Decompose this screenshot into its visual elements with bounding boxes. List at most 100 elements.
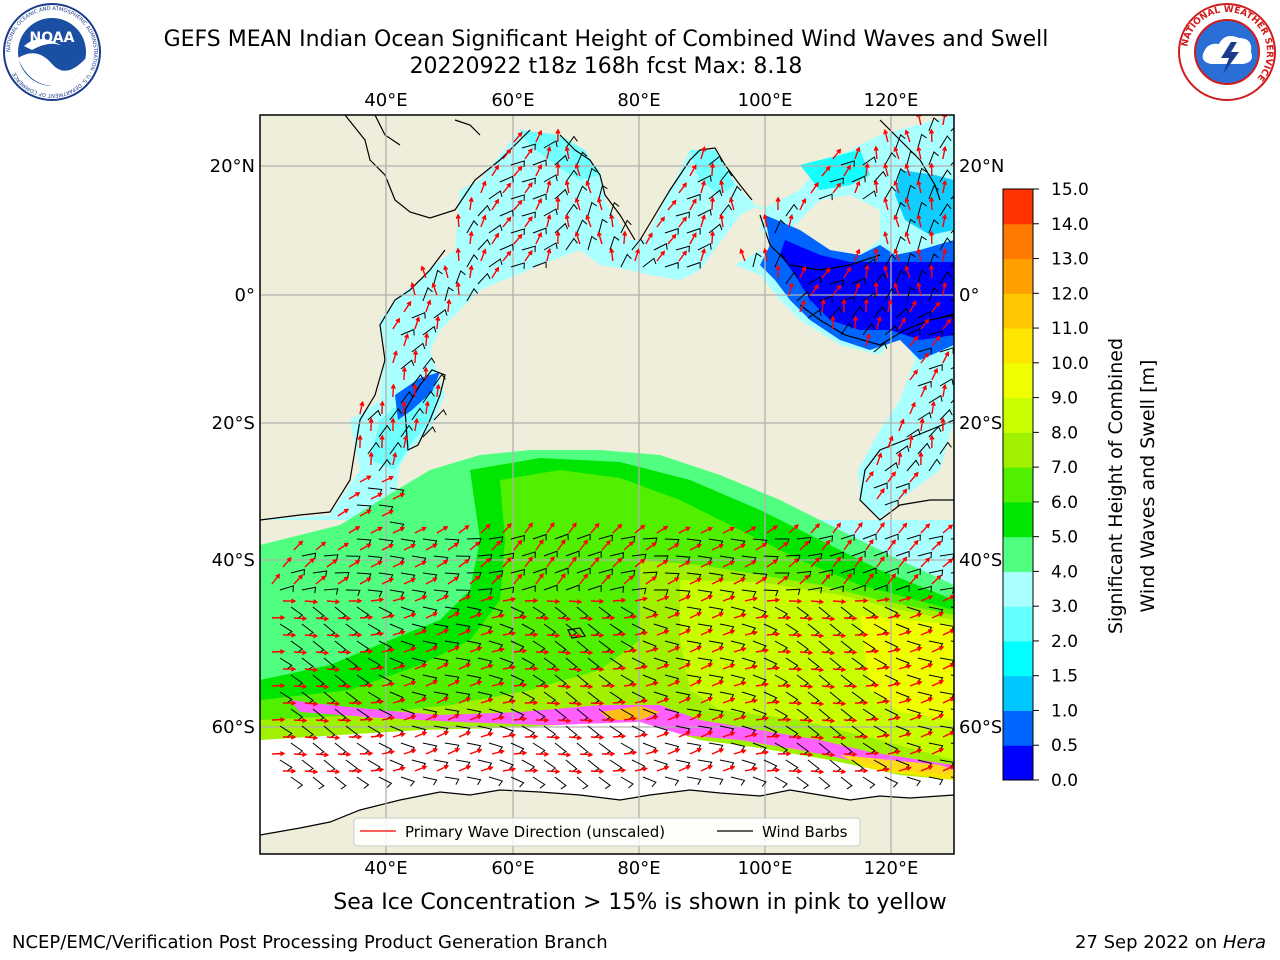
wind-barb [939, 409, 953, 421]
wave-direction-arrow [425, 612, 439, 619]
wave-direction-arrow [447, 646, 461, 653]
wave-direction-arrow [634, 630, 649, 636]
wave-direction-arrow [480, 595, 494, 602]
wind-barb [785, 588, 801, 596]
wind-barb [708, 223, 723, 234]
wave-direction-arrow [480, 214, 487, 228]
wave-direction-arrows [271, 115, 954, 775]
wave-direction-arrow [623, 575, 635, 585]
wind-barb [774, 742, 788, 755]
wave-direction-arrow [436, 765, 450, 772]
wave-direction-arrow [612, 699, 627, 705]
wave-direction-arrow [513, 131, 523, 143]
colorbar-tick-label: 8.0 [1051, 423, 1078, 443]
wave-direction-arrow [546, 735, 561, 741]
colorbar-tick-label: 5.0 [1051, 528, 1078, 548]
lat-label: 60°S [212, 717, 255, 738]
wave-direction-arrow [535, 197, 542, 211]
wave-direction-arrow [590, 666, 605, 672]
wind-barb [829, 551, 844, 559]
wave-direction-arrow [271, 573, 281, 585]
wave-direction-arrow [413, 417, 419, 432]
wind-barb [554, 154, 569, 166]
wave-direction-arrow [282, 700, 297, 706]
wind-barb [939, 378, 954, 387]
wave-direction-arrow [887, 681, 902, 687]
wave-direction-arrow [403, 748, 417, 755]
wave-direction-arrow [883, 264, 889, 279]
wave-direction-arrow [293, 717, 308, 724]
wind-barb [477, 272, 491, 285]
wave-direction-arrow [656, 250, 666, 262]
colorbar-tick-label: 13.0 [1051, 250, 1089, 270]
wind-barb [697, 208, 712, 217]
wave-direction-arrow [436, 731, 450, 738]
wind-barb [433, 269, 443, 285]
wave-direction-arrow [777, 615, 792, 621]
wave-direction-arrow [612, 767, 627, 773]
wind-barb [488, 258, 503, 268]
wave-direction-arrow [931, 680, 945, 687]
wind-barb [543, 657, 557, 671]
wave-direction-arrow [502, 556, 512, 568]
wave-direction-arrow [832, 599, 847, 605]
wave-direction-arrow [909, 714, 923, 721]
wind-barb [554, 188, 569, 200]
lat-label: 0° [959, 285, 979, 306]
wave-direction-arrow [568, 735, 583, 741]
wave-direction-arrow [722, 629, 736, 636]
wind-barb [400, 359, 415, 370]
wave-direction-arrow [458, 525, 470, 534]
wind-barb [917, 380, 932, 388]
wave-direction-arrow [904, 265, 911, 279]
wind-barb [851, 175, 866, 183]
bottom-lon-labels: 40°E 60°E 80°E 100°E 120°E [364, 858, 918, 879]
wave-direction-arrow [920, 731, 934, 738]
wind-barb [785, 554, 801, 562]
colorbar-label-line2: Wind Waves and Swell [m] [1137, 360, 1159, 613]
wave-direction-arrow [609, 247, 615, 262]
wave-direction-arrow [689, 577, 703, 585]
wave-direction-arrow [623, 541, 635, 551]
wave-direction-arrow [788, 666, 803, 672]
wave-direction-arrow [799, 266, 807, 279]
wave-direction-arrow [326, 735, 341, 741]
wind-barb [686, 193, 701, 201]
wave-direction-arrow [612, 733, 627, 739]
wave-direction-arrow [788, 524, 800, 534]
map-area [260, 115, 954, 854]
colorbar-segment [1003, 467, 1033, 503]
wave-direction-arrow [918, 451, 924, 465]
wind-barb [532, 742, 546, 755]
wave-direction-arrow [898, 664, 912, 670]
wind-barb [884, 325, 899, 336]
wind-barb [917, 347, 932, 355]
wave-direction-arrow [480, 731, 494, 738]
wave-direction-arrow [766, 733, 781, 739]
wave-direction-arrow [601, 751, 616, 757]
wind-barb [389, 407, 403, 421]
wind-barb [928, 535, 944, 543]
wind-barb [411, 407, 424, 421]
wind-barb [279, 623, 293, 636]
wave-direction-arrow [271, 615, 286, 621]
wind-barb [752, 742, 767, 753]
wind-barb [862, 156, 877, 166]
wind-barb [928, 185, 939, 200]
wind-barb [378, 458, 392, 472]
wave-direction-arrow [920, 523, 931, 534]
noaa-logo: NOAA NATIONAL OCEANIC AND ATMOSPHERIC AD… [3, 3, 101, 101]
wave-direction-arrow [315, 575, 327, 585]
wave-direction-arrow [920, 352, 930, 364]
wave-direction-arrow [555, 196, 561, 211]
wave-direction-arrow [469, 680, 483, 687]
wave-direction-arrow [557, 572, 566, 585]
wave-direction-arrow [513, 614, 528, 620]
wave-direction-arrow [940, 417, 946, 432]
wave-direction-arrow [293, 574, 304, 585]
wave-direction-arrow [524, 632, 539, 638]
lat-label: 20°N [959, 156, 1004, 177]
wave-direction-arrow [799, 650, 814, 656]
wave-direction-arrow [359, 648, 374, 654]
wave-direction-arrow [392, 732, 406, 738]
